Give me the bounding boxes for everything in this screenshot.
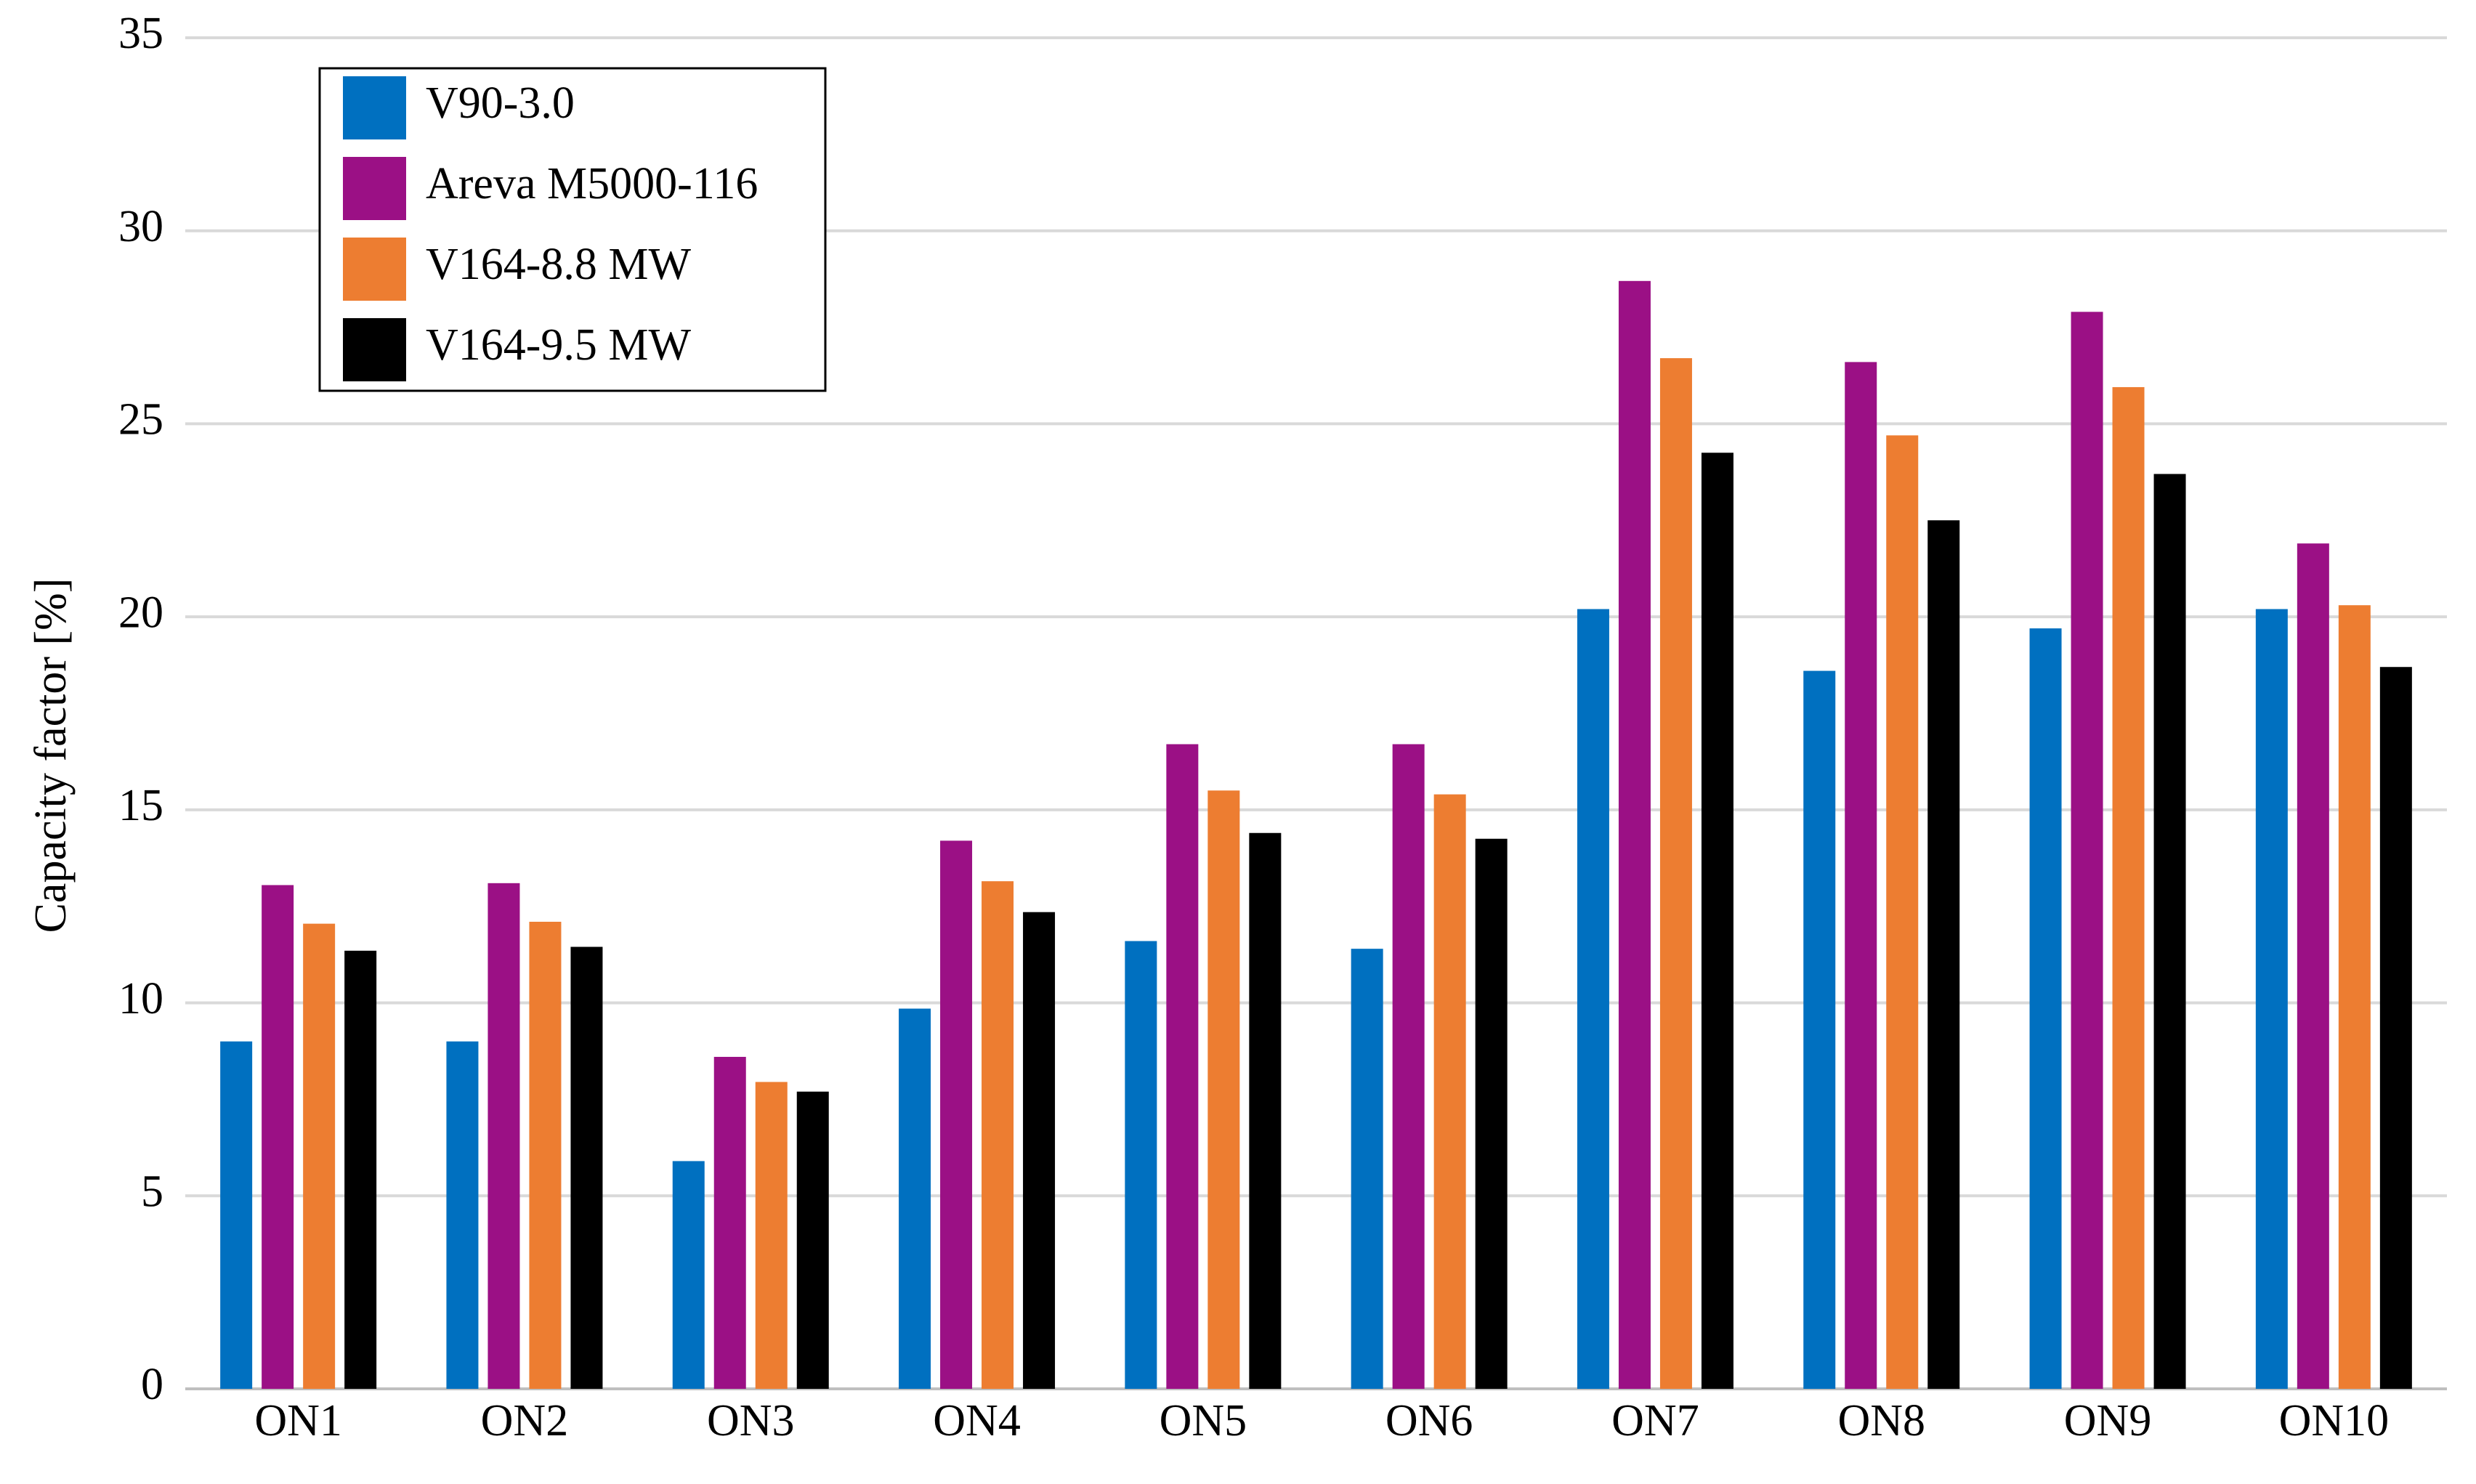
legend-label: Areva M5000-116 [426, 159, 758, 208]
legend-swatch [343, 238, 406, 301]
bar [2071, 312, 2103, 1389]
bar [303, 923, 336, 1389]
bar [1618, 280, 1651, 1389]
bar [796, 1091, 829, 1389]
bar [1845, 362, 1877, 1389]
bar [1166, 744, 1199, 1389]
bar [446, 1041, 479, 1389]
y-tick-label: 10 [118, 974, 163, 1023]
bar [1207, 790, 1240, 1389]
x-tick-label: ON7 [1611, 1396, 1699, 1446]
y-tick-label: 30 [118, 202, 163, 251]
x-tick-label: ON4 [933, 1396, 1021, 1446]
bar [344, 950, 377, 1389]
bar [570, 946, 603, 1389]
y-tick-label: 5 [141, 1167, 163, 1217]
x-tick-label: ON10 [2279, 1396, 2390, 1446]
bar [982, 881, 1014, 1389]
legend: V90-3.0 Areva M5000-116 V164-8.8 MW V164-9.… [318, 67, 827, 392]
legend-label: V90-3.0 [426, 78, 575, 128]
bar [2255, 609, 2288, 1389]
y-tick-label: 15 [118, 781, 163, 830]
bar [2029, 628, 2062, 1389]
y-tick-label: 0 [141, 1360, 163, 1409]
bar [713, 1056, 746, 1389]
bar [529, 921, 562, 1389]
legend-label: V164-9.5 MW [426, 320, 692, 370]
bar [1351, 949, 1383, 1389]
bar [2379, 667, 2412, 1389]
bar [1577, 609, 1609, 1389]
legend-swatch [343, 318, 406, 381]
y-tick-label: 20 [118, 588, 163, 637]
bar [1659, 358, 1692, 1390]
x-tick-label: ON3 [707, 1396, 795, 1446]
bar [1392, 744, 1425, 1389]
bar [487, 883, 520, 1389]
bar [1886, 435, 1919, 1390]
bar [1701, 453, 1733, 1390]
bar [220, 1041, 253, 1389]
bar [940, 840, 973, 1389]
bar [1927, 520, 1960, 1390]
x-tick-label: ON2 [481, 1396, 569, 1446]
y-axis-label: Capacity factor [%] [26, 578, 76, 933]
x-tick-label: ON1 [254, 1396, 342, 1446]
y-tick-label: 25 [118, 395, 163, 445]
bar [1803, 670, 1836, 1389]
legend-swatch [343, 157, 406, 220]
legend-label: V164-8.8 MW [426, 240, 692, 289]
bar [1249, 832, 1282, 1389]
x-tick-label: ON8 [1837, 1396, 1925, 1446]
legend-swatch [343, 76, 406, 139]
bar [2153, 474, 2186, 1389]
bar [1023, 912, 1056, 1389]
bar [1433, 794, 1466, 1389]
y-tick-label: 35 [118, 9, 163, 58]
x-tick-label: ON6 [1385, 1396, 1473, 1446]
bar [2338, 605, 2371, 1390]
bar [755, 1082, 788, 1389]
bar [899, 1008, 931, 1389]
x-tick-label: ON9 [2064, 1396, 2152, 1446]
bar [2112, 386, 2145, 1389]
bar [672, 1161, 705, 1389]
bar [2297, 543, 2329, 1390]
bar [1125, 941, 1157, 1389]
bar [262, 885, 294, 1389]
x-tick-label: ON5 [1160, 1396, 1247, 1446]
bar [1475, 838, 1508, 1389]
